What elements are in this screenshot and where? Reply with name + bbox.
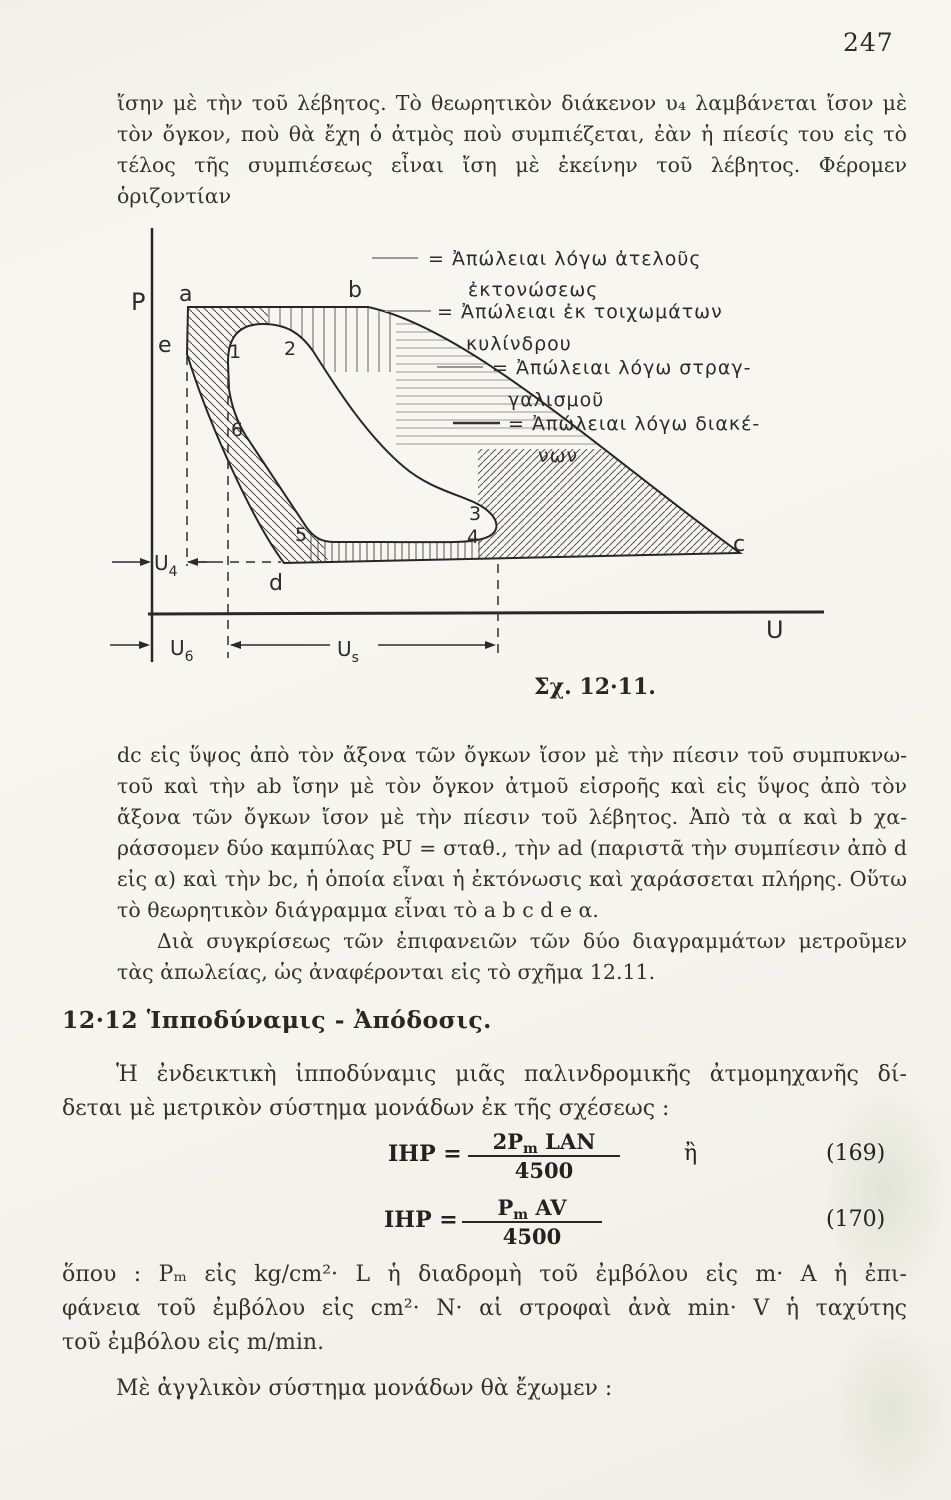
section-heading: 12·12 Ἱπποδύναμις - Ἀπόδοσις. <box>62 1006 492 1034</box>
dim-label-us: Us <box>337 637 359 666</box>
legend-label: ἐκτονώσεως <box>468 279 598 301</box>
equation-fraction: Pm AV 4500 <box>462 1194 602 1250</box>
equation-denominator: 4500 <box>502 1224 562 1249</box>
paragraph-4: ὅπου : Pₘ εἰς kg/cm²· L ἡ διαδρομὴ τοῦ ἐ… <box>62 1258 907 1360</box>
arrowhead <box>485 641 496 649</box>
u-axis-label: U <box>766 616 784 644</box>
equation-numerator: 2Pm LAN <box>492 1129 596 1157</box>
paragraph-1: ἴσην μὲ τὴν τοῦ λέβητος. Τὸ θεωρητικὸν δ… <box>117 88 907 212</box>
paragraph-line: δεται μὲ μετρικὸν σύστημα μονάδων ἐκ τῆς… <box>62 1096 670 1121</box>
arrowhead <box>140 558 151 566</box>
point-label-6: 6 <box>231 419 243 441</box>
dimension-u4: U4 <box>112 551 214 580</box>
dim-label-u4: U4 <box>154 551 178 580</box>
equation-lhs: IHP = <box>384 1207 458 1233</box>
paragraph-line: φάνεια τοῦ ἐμβόλου εἰς cm²· N· αἱ στροφα… <box>62 1296 907 1321</box>
arrowhead <box>187 558 198 566</box>
point-label-a: a <box>179 282 192 307</box>
construction-lines <box>186 356 499 658</box>
dim-label-u6: U6 <box>170 636 194 665</box>
paragraph-line: τέλος τῆς συμπιέσεως εἶναι ἴση μὲ ἐκείνη… <box>117 153 907 208</box>
paragraph-2: dc εἰς ὕψος ἀπὸ τὸν ἄξονα τῶν ὄγκων ἴσον… <box>117 740 907 988</box>
page-number: 247 <box>843 28 894 57</box>
arrowhead <box>139 641 150 649</box>
figure-legend: = Ἀπώλειαι λόγω ἀτελοῦς ἐκτονώσεως = Ἀπώ… <box>372 248 760 467</box>
legend-label: = Ἀπώλειαι λόγω ἀτελοῦς <box>428 248 702 270</box>
point-label-1: 1 <box>229 341 241 363</box>
indicator-diagram-outline <box>226 322 498 544</box>
legend-label: νων <box>538 445 578 467</box>
point-label-3: 3 <box>469 503 481 525</box>
subscript: m <box>523 1141 538 1157</box>
legend-label: = Ἀπώλειαι λόγω διακέ- <box>508 413 760 435</box>
equation-numerator: Pm AV <box>497 1195 567 1223</box>
point-label-c: c <box>733 532 745 557</box>
legend-label: κυλίνδρου <box>466 333 572 355</box>
paragraph-line: Διὰ συγκρίσεως τῶν ἐπιφανειῶν τῶν δύο δι… <box>157 929 907 953</box>
theoretical-diagram-outline <box>185 306 743 565</box>
paragraph-line: τοῦ ἐμβόλου εἰς m/min. <box>62 1330 325 1355</box>
u-axis <box>147 610 825 616</box>
paragraph-3: Ἡ ἐνδεικτικὴ ἱπποδύναμις μιᾶς παλινδρομι… <box>62 1058 907 1126</box>
equation-lhs: IHP = <box>388 1141 462 1167</box>
equation-or: ἢ <box>684 1141 698 1166</box>
fraction-bar <box>462 1221 602 1223</box>
point-label-e: e <box>158 333 172 358</box>
equation-169: IHP = 2Pm LAN 4500 ἢ (169) <box>0 1126 951 1190</box>
point-label-d: d <box>269 571 283 596</box>
paragraph-line: Ἡ ἐνδεικτικὴ ἱπποδύναμις μιᾶς παλινδρομι… <box>116 1062 907 1087</box>
paragraph-line: Μὲ ἀγγλικὸν σύστημα μονάδων θὰ ἔχωμεν : <box>116 1376 613 1401</box>
paragraph-line: ὅπου : Pₘ εἰς kg/cm²· L ἡ διαδρομὴ τοῦ ἐ… <box>62 1262 907 1287</box>
legend-label: = Ἀπώλειαι λόγω στραγ- <box>492 357 751 379</box>
paragraph-line: ἴσην μὲ τὴν τοῦ λέβητος. Τὸ θεωρητικὸν δ… <box>117 91 907 115</box>
equation-number: (169) <box>826 1141 886 1166</box>
point-label-2: 2 <box>284 338 296 360</box>
paragraph-line: ἄξονα τῶν ὄγκων ἴσον μὲ τὴν πίεσιν τοῦ λ… <box>117 805 907 829</box>
point-label-b: b <box>348 278 362 303</box>
legend-label: γαλισμοῦ <box>508 389 604 411</box>
figure-caption: Σχ. 12·11. <box>534 674 656 700</box>
paragraph-line: τὰς ἀπωλείας, ὡς ἀναφέρονται εἰς τὸ σχῆμ… <box>117 960 656 984</box>
pv-diagram: P U U4 <box>110 228 825 666</box>
figure-12-11: P U U4 <box>0 224 951 706</box>
paragraph-line: τοῦ καὶ τὴν ab ἴσην μὲ τὸν ὄγκον ἀτμοῦ ε… <box>117 774 907 798</box>
p-axis-label: P <box>131 288 145 316</box>
dimension-u6-us: U6 Us <box>110 636 496 666</box>
paragraph-line: τὸ θεωρητικὸν διάγραμμα εἶναι τὸ a b c d… <box>117 898 599 922</box>
paragraph-line: ράσσομεν δύο καμπύλας PU = σταθ., τὴν ad… <box>117 836 907 860</box>
equation-fraction: 2Pm LAN 4500 <box>468 1128 620 1184</box>
equation-number: (170) <box>826 1207 886 1232</box>
equation-denominator: 4500 <box>514 1158 574 1183</box>
hatch-zone-exhaust <box>308 512 480 563</box>
point-label-5: 5 <box>295 524 307 546</box>
paragraph-line: dc εἰς ὕψος ἀπὸ τὸν ἄξονα τῶν ὄγκων ἴσον… <box>117 743 907 767</box>
paragraph-line: τὸν ὄγκον, ποὺ θὰ ἔχη ὁ ἀτμὸς ποὺ συμπιέ… <box>117 122 907 146</box>
legend-label: = Ἀπώλειαι ἐκ τοιχωμάτων <box>437 301 723 323</box>
fraction-bar <box>468 1155 620 1157</box>
point-label-4: 4 <box>467 526 479 548</box>
paragraph-5: Μὲ ἀγγλικὸν σύστημα μονάδων θὰ ἔχωμεν : <box>62 1372 907 1406</box>
paragraph-line: εἰς α) καὶ τὴν bc, ἡ ὁποία εἶναι ἡ ἐκτόν… <box>117 867 907 891</box>
subscript: m <box>513 1207 529 1223</box>
equation-170: IHP = Pm AV 4500 (170) <box>0 1192 951 1256</box>
